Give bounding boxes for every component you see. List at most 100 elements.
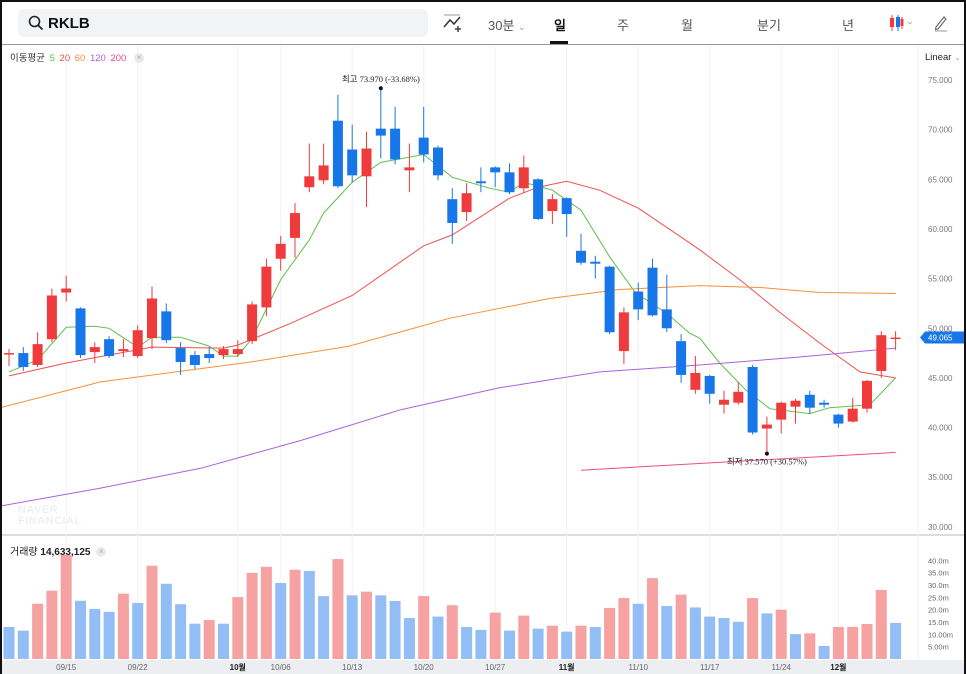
candle-body — [218, 349, 229, 356]
volume-tick-label: 35.0m — [928, 569, 949, 578]
price-tick-label: 35.000 — [928, 473, 953, 482]
close-volume-icon[interactable]: × — [96, 547, 107, 558]
watermark-line: FINANCIAL — [18, 515, 82, 527]
volume-bar — [203, 620, 215, 659]
volume-bar — [218, 623, 229, 659]
volume-value: 14,633,125 — [40, 547, 91, 558]
ma-60-label[interactable]: 60 — [74, 53, 86, 64]
watermark-line: NAVER — [18, 504, 59, 516]
candle-body — [18, 353, 29, 367]
volume-bar — [504, 630, 515, 659]
volume-bar — [318, 596, 330, 659]
candle-body — [375, 128, 386, 136]
volume-bar — [117, 593, 129, 659]
candle-body — [390, 128, 401, 160]
candle-body — [547, 199, 558, 212]
candle-body — [862, 380, 872, 409]
volume-bar — [575, 625, 587, 659]
candle-body — [232, 349, 243, 355]
ma-200-label[interactable]: 200 — [110, 53, 127, 64]
volume-bar — [389, 601, 401, 659]
tab-week[interactable]: 주 — [617, 18, 629, 33]
volume-bar — [847, 626, 859, 659]
volume-bar — [761, 613, 773, 659]
candle-body — [633, 291, 644, 310]
volume-bar — [561, 631, 573, 659]
volume-bar — [403, 618, 415, 659]
candle-body — [418, 137, 429, 155]
tab-year[interactable]: 년 — [842, 18, 854, 33]
candle-body — [661, 309, 672, 329]
volume-bar — [375, 595, 387, 659]
candle-type-icon[interactable] — [888, 14, 918, 32]
moving-average-legend: 이동평균 5 20 60 120 200 × — [10, 50, 146, 64]
candle-body — [347, 149, 358, 176]
volume-bar — [632, 603, 644, 659]
high-marker — [378, 86, 383, 91]
candle-body — [576, 250, 586, 263]
ma-5-label[interactable]: 5 — [49, 53, 55, 64]
ma-20-label[interactable]: 20 — [59, 53, 71, 64]
low-marker — [764, 451, 769, 456]
x-axis-band — [2, 660, 964, 674]
candle-body — [433, 147, 443, 176]
volume-tick-label: 10.00m — [928, 630, 953, 639]
volume-tick-label: 15.0m — [928, 618, 949, 627]
candle-body — [561, 198, 572, 215]
volume-bar — [732, 621, 744, 659]
symbol-text: RKLB — [48, 15, 90, 32]
date-label: 10/06 — [271, 663, 292, 672]
current-price-tag — [920, 331, 964, 344]
symbol-search-input[interactable]: RKLB — [18, 9, 428, 37]
candle-body — [533, 179, 544, 220]
volume-bar — [890, 622, 902, 659]
price-tick-label: 70.000 — [928, 126, 953, 135]
volume-legend: 거래량 14,633,125 × — [10, 543, 107, 558]
low-annotation: 최저 37.570 (+30.57%) — [727, 457, 807, 467]
volume-bar — [461, 626, 473, 659]
current-price-label: 49.065 — [928, 334, 953, 343]
candle-body — [46, 295, 57, 340]
tab-month[interactable]: 월 — [681, 18, 693, 33]
price-tick-label: 60.000 — [928, 225, 953, 234]
candle-body — [776, 402, 787, 420]
price-tick-label: 75.000 — [928, 76, 953, 85]
scale-dropdown[interactable]: Linear ⌄ — [925, 52, 961, 63]
indicator-add-icon[interactable] — [442, 13, 464, 33]
tab-quarter[interactable]: 분기 — [757, 18, 781, 33]
volume-bar — [189, 623, 201, 659]
volume-bar — [861, 623, 873, 659]
candle-body — [804, 394, 815, 408]
date-label: 11/17 — [700, 663, 720, 672]
candle-body — [690, 372, 701, 390]
price-tick-label: 55.000 — [928, 275, 953, 284]
volume-bar — [132, 602, 144, 659]
volume-bar — [303, 570, 315, 659]
volume-bar — [103, 611, 115, 659]
volume-bar — [647, 578, 658, 659]
volume-bar — [361, 591, 372, 659]
search-icon — [28, 15, 44, 31]
candle-body — [447, 199, 458, 223]
volume-bar — [275, 583, 287, 659]
ma-120-label[interactable]: 120 — [89, 53, 106, 64]
candle-body — [118, 349, 129, 352]
volume-bar — [418, 596, 430, 659]
pencil-icon[interactable] — [933, 14, 949, 32]
close-ma-icon[interactable]: × — [133, 53, 144, 64]
tab-day[interactable]: 일 — [554, 18, 566, 33]
date-label: 09/15 — [56, 663, 77, 672]
volume-bar — [246, 572, 258, 659]
candle-body — [204, 354, 215, 359]
candle-body — [132, 330, 143, 357]
candle-body — [75, 308, 86, 356]
candle-body — [189, 355, 200, 365]
price-tick-label: 50.000 — [928, 324, 953, 333]
scale-label: Linear — [925, 52, 952, 63]
candle-body — [247, 304, 258, 342]
candle-body — [847, 408, 858, 422]
date-label: 11월 — [559, 662, 575, 672]
interval-dropdown[interactable]: 30분 ⌄ — [488, 15, 526, 34]
